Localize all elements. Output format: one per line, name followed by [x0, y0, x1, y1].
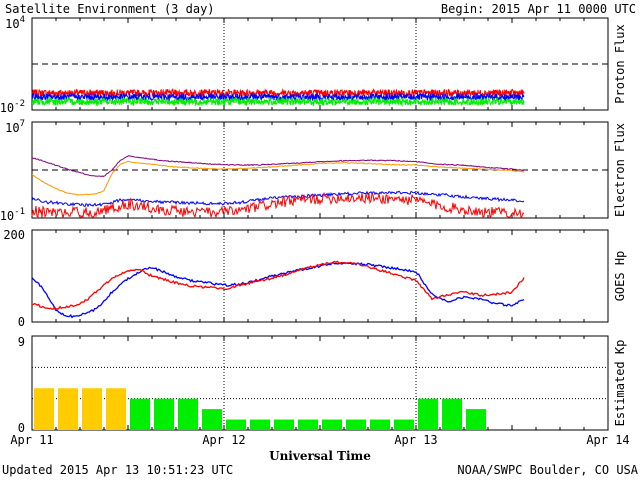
- goes-hp-series-1: [31, 260, 525, 310]
- updated-timestamp: Updated 2015 Apr 13 10:51:23 UTC: [2, 463, 233, 477]
- proton-series-1: [31, 91, 525, 103]
- x-axis-label: Universal Time: [269, 449, 371, 463]
- x-tick-label-0: Apr 11: [10, 433, 53, 447]
- x-tick-label-2: Apr 13: [394, 433, 437, 447]
- kp-bar-18: [466, 409, 486, 430]
- electron-series-0: [31, 155, 525, 178]
- proton-series-2: [31, 96, 525, 107]
- electron-ytick-top: 107: [5, 119, 25, 135]
- goes-hp-series-0: [31, 262, 525, 319]
- proton-flux-ylabel: Proton Flux: [613, 24, 627, 103]
- credit-label: NOAA/SWPC Boulder, CO USA: [457, 463, 638, 477]
- electron-series-1: [31, 160, 525, 196]
- figure-title: Satellite Environment (3 day): [5, 2, 215, 16]
- kp-bar-6: [178, 398, 198, 430]
- x-tick-label-1: Apr 12: [202, 433, 245, 447]
- begin-time: Begin: 2015 Apr 11 0000 UTC: [441, 2, 636, 16]
- goes-ytick-bottom: 0: [18, 315, 25, 329]
- electron-series-2: [31, 190, 525, 208]
- proton-ytick-bottom: 10-2: [0, 99, 25, 115]
- kp-ytick-top: 9: [18, 335, 25, 349]
- kp-bar-12: [322, 419, 342, 430]
- goes-hp-ylabel: GOES Hp: [613, 251, 627, 302]
- kp-bar-8: [226, 419, 246, 430]
- kp-ylabel: Estimated Kp: [613, 340, 627, 427]
- kp-bar-13: [346, 419, 366, 430]
- kp-bar-3: [106, 388, 126, 430]
- electron-flux-ylabel: Electron Flux: [613, 123, 627, 217]
- kp-bar-2: [82, 388, 102, 430]
- kp-bar-15: [394, 419, 414, 430]
- electron-ytick-bottom: 10-1: [0, 207, 25, 223]
- kp-bar-14: [370, 419, 390, 430]
- kp-bar-4: [130, 398, 150, 430]
- x-tick-label-3: Apr 14: [586, 433, 629, 447]
- kp-bar-0: [34, 388, 54, 430]
- kp-bar-9: [250, 419, 270, 430]
- proton-ytick-top: 104: [5, 15, 25, 31]
- kp-ytick-bottom: 0: [18, 421, 25, 435]
- kp-bar-7: [202, 409, 222, 430]
- chart-panels: 104 10-2 Proton Flux 107 10-1 Electron Flux 20…: [0, 15, 630, 463]
- kp-bar-1: [58, 388, 78, 430]
- kp-bar-17: [442, 398, 462, 430]
- kp-bar-16: [418, 398, 438, 430]
- electron-series-3: [31, 191, 525, 219]
- kp-bar-5: [154, 398, 174, 430]
- kp-bar-11: [298, 419, 318, 430]
- kp-bar-10: [274, 419, 294, 430]
- goes-ytick-top: 200: [3, 228, 25, 242]
